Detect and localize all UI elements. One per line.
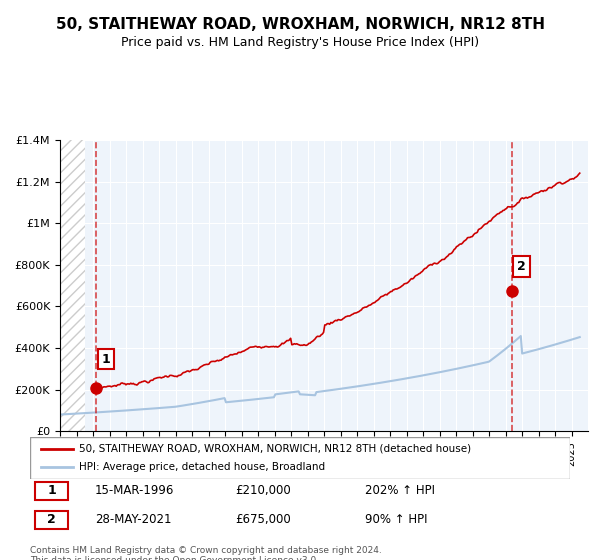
Text: £675,000: £675,000: [235, 513, 291, 526]
Text: 202% ↑ HPI: 202% ↑ HPI: [365, 484, 435, 497]
Text: 50, STAITHEWAY ROAD, WROXHAM, NORWICH, NR12 8TH (detached house): 50, STAITHEWAY ROAD, WROXHAM, NORWICH, N…: [79, 444, 471, 454]
FancyBboxPatch shape: [35, 511, 68, 529]
Text: 1: 1: [101, 353, 110, 366]
Text: Price paid vs. HM Land Registry's House Price Index (HPI): Price paid vs. HM Land Registry's House …: [121, 36, 479, 49]
Text: HPI: Average price, detached house, Broadland: HPI: Average price, detached house, Broa…: [79, 462, 325, 472]
Text: 90% ↑ HPI: 90% ↑ HPI: [365, 513, 427, 526]
Text: 50, STAITHEWAY ROAD, WROXHAM, NORWICH, NR12 8TH: 50, STAITHEWAY ROAD, WROXHAM, NORWICH, N…: [56, 17, 545, 32]
Bar: [60, 140, 85, 431]
Text: 28-MAY-2021: 28-MAY-2021: [95, 513, 172, 526]
Text: 1: 1: [47, 484, 56, 497]
Text: £210,000: £210,000: [235, 484, 291, 497]
Text: 2: 2: [517, 260, 526, 273]
Bar: [60, 140, 85, 431]
FancyBboxPatch shape: [35, 482, 68, 500]
Text: Contains HM Land Registry data © Crown copyright and database right 2024.
This d: Contains HM Land Registry data © Crown c…: [30, 546, 382, 560]
Text: 2: 2: [47, 513, 56, 526]
Text: 15-MAR-1996: 15-MAR-1996: [95, 484, 174, 497]
FancyBboxPatch shape: [30, 437, 570, 479]
